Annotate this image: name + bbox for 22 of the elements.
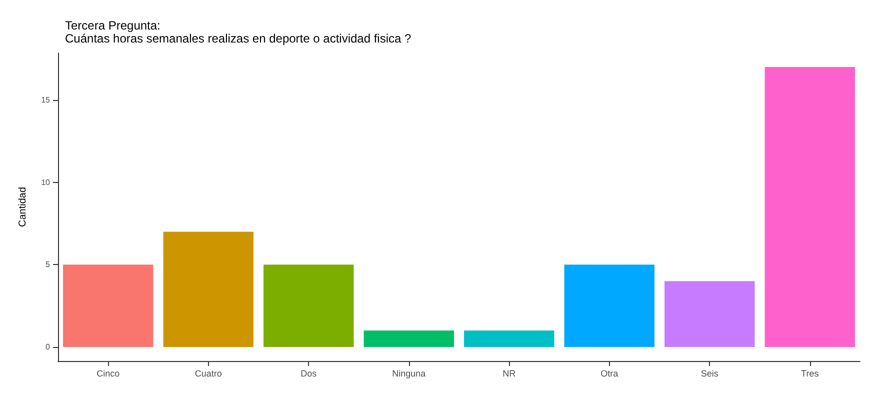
chart-title: Tercera Pregunta: Cuántas horas semanales realizas en deporte o actividad fisica ?	[65, 18, 412, 46]
y-axis-title: Cantidad	[18, 186, 28, 228]
x-tick-label: Ninguna	[392, 368, 426, 378]
x-tick-label: Dos	[300, 368, 318, 378]
bar	[664, 281, 755, 347]
bar	[63, 264, 154, 347]
x-tick-label: NR	[502, 368, 516, 378]
x-tick-label: Seis	[700, 368, 719, 378]
bar	[364, 330, 454, 347]
bar	[764, 67, 855, 347]
bar	[464, 330, 554, 347]
y-tick-label: 10	[41, 178, 51, 187]
y-tick-label: 15	[41, 95, 51, 104]
bar	[163, 232, 254, 347]
y-tick-label: 5	[46, 260, 51, 270]
y-tick-label: 0	[46, 342, 51, 352]
x-tick-label: Otra	[600, 368, 618, 378]
bar	[264, 264, 354, 347]
x-tick-label: Cuatro	[194, 368, 222, 378]
bar	[564, 264, 654, 347]
x-tick-label: Tres	[801, 368, 820, 378]
x-tick-label: Cinco	[96, 368, 120, 378]
